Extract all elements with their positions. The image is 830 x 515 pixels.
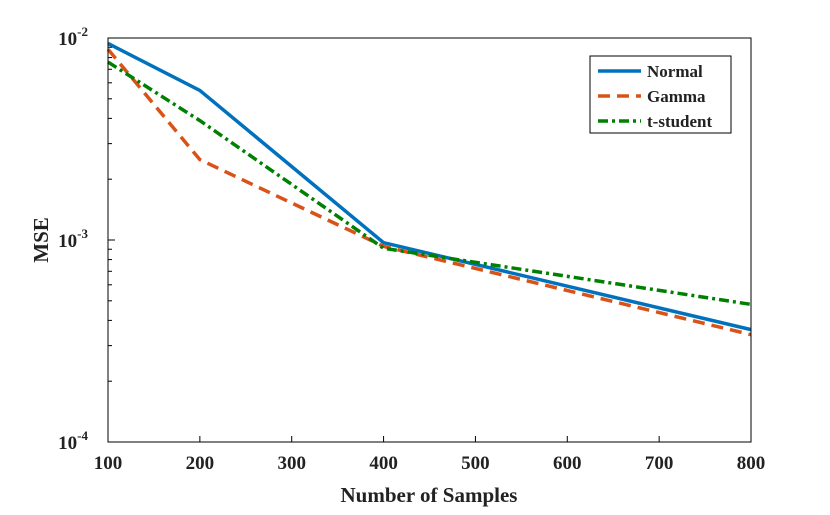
x-axis-label: Number of Samples	[341, 483, 518, 507]
x-tick-label: 700	[645, 453, 674, 474]
x-tick-label: 800	[737, 453, 766, 474]
y-tick-label: 10-2	[58, 24, 88, 50]
y-tick-base: 10	[58, 29, 77, 50]
legend-label: t-student	[647, 112, 713, 131]
y-tick-label: 10-4	[58, 428, 88, 454]
series-line-gamma	[106, 48, 752, 337]
legend: Normal Gamma t-student	[589, 55, 732, 134]
y-axis-label: MSE	[29, 217, 53, 263]
series-line-t-student	[107, 60, 752, 307]
x-tick-label: 100	[94, 453, 123, 474]
x-tick-label: 200	[186, 453, 215, 474]
y-tick-exp: -3	[77, 226, 88, 241]
y-tick-exp: -4	[77, 428, 88, 443]
y-tick-label: 10-3	[58, 226, 88, 252]
y-tick-exp: -2	[77, 24, 88, 39]
legend-label: Normal	[647, 62, 703, 81]
y-tick-base: 10	[58, 433, 77, 454]
x-tick-label: 400	[369, 453, 398, 474]
x-tick-label: 300	[277, 453, 306, 474]
legend-label: Gamma	[647, 87, 706, 106]
series-line-normal	[107, 41, 752, 332]
x-tick-label: 500	[461, 453, 490, 474]
x-tick-label: 600	[553, 453, 582, 474]
y-tick-base: 10	[58, 231, 77, 252]
